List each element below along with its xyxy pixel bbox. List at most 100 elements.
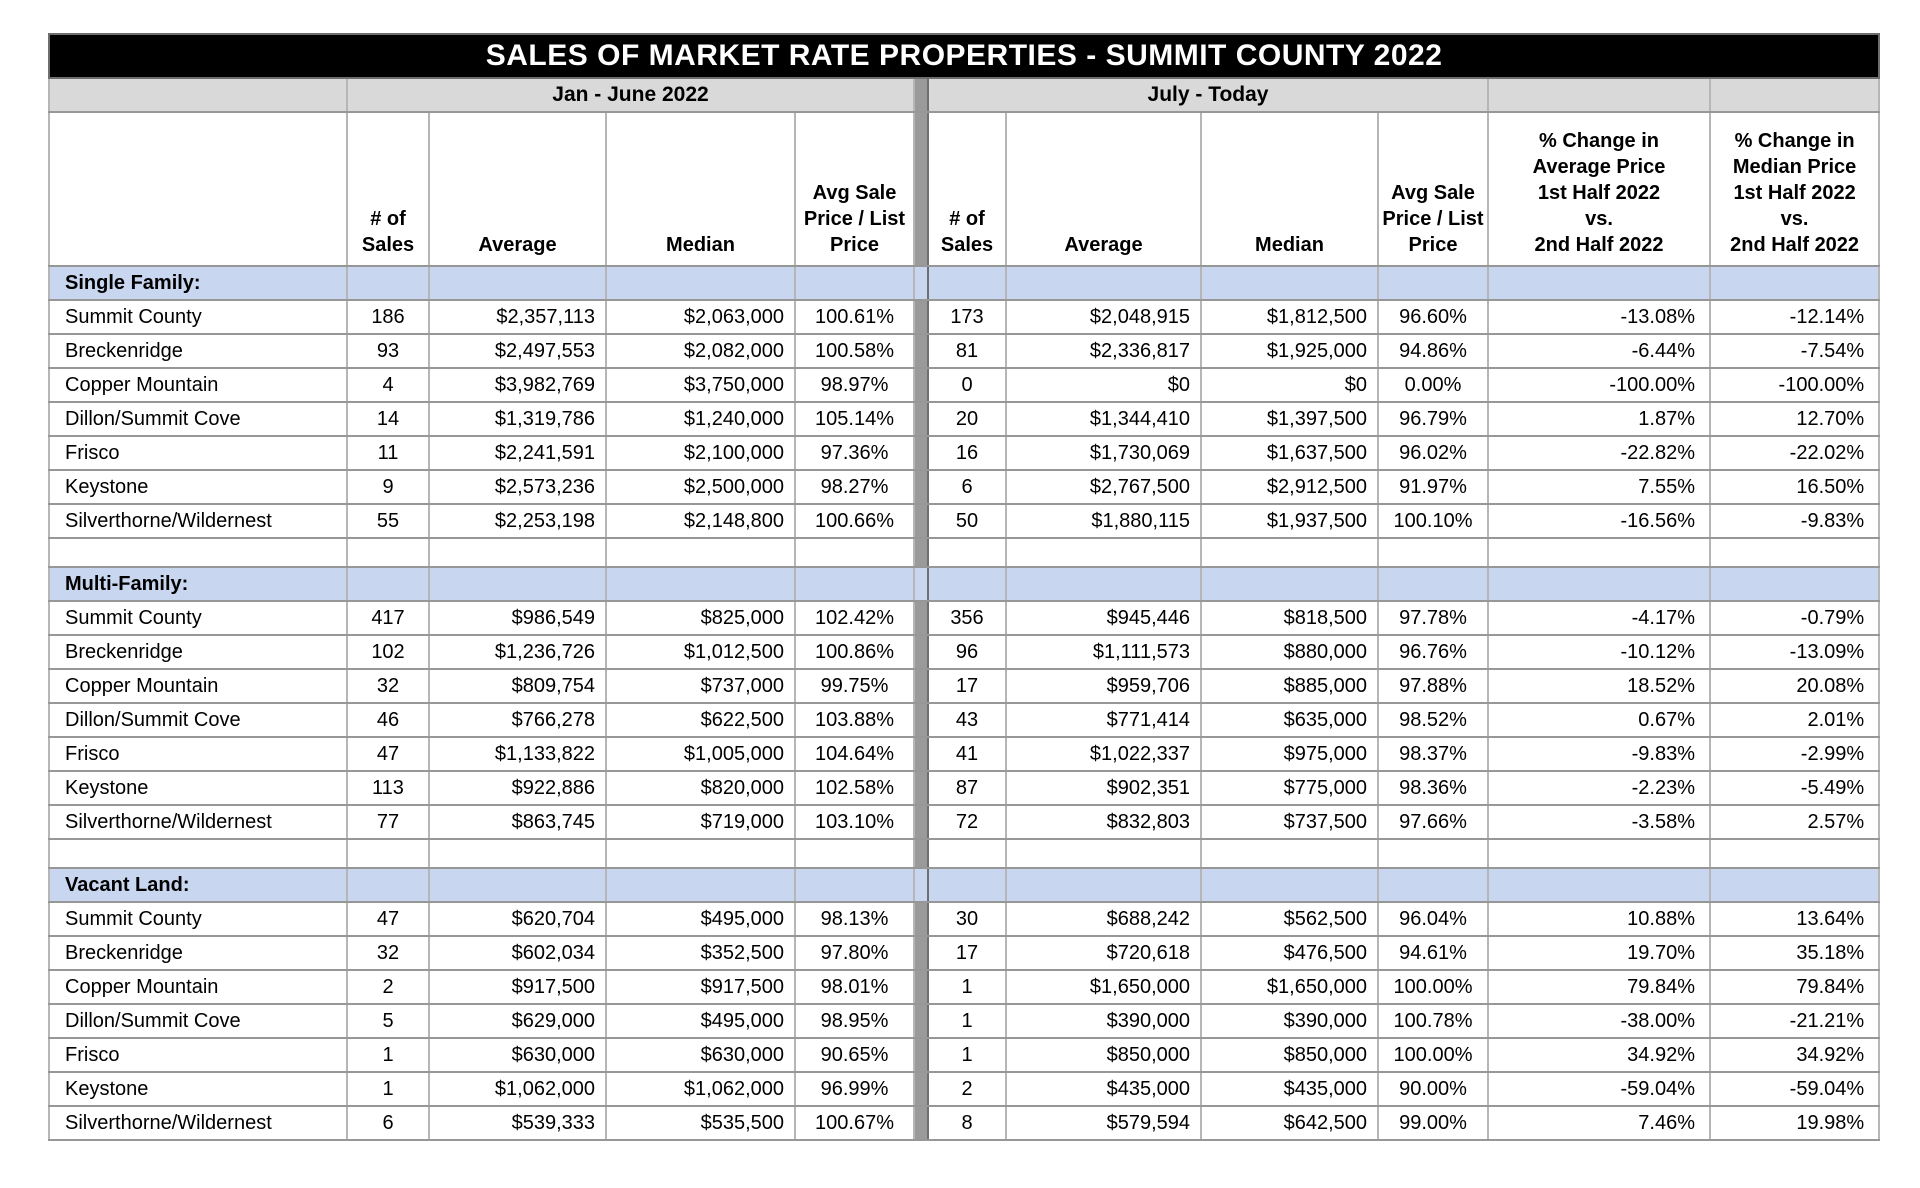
section-band-cell	[1487, 265, 1711, 301]
h2-num-sales: 173	[927, 299, 1007, 335]
area-name: Keystone	[48, 1071, 348, 1107]
h1-average: $2,573,236	[428, 469, 607, 505]
area-name: Keystone	[48, 469, 348, 505]
h2-num-sales: 17	[927, 935, 1007, 971]
pct-change-median: 2.01%	[1708, 702, 1881, 738]
area-name: Copper Mountain	[48, 367, 348, 403]
area-name: Dillon/Summit Cove	[48, 702, 348, 738]
section-band-cell	[927, 566, 1007, 602]
h2-average: $1,111,573	[1005, 634, 1202, 670]
section-band-cell	[1005, 867, 1202, 903]
sales-table-sheet: SALES OF MARKET RATE PROPERTIES - SUMMIT…	[47, 33, 1881, 1141]
h1-num-sales: 9	[346, 469, 430, 505]
h1-average: $2,241,591	[428, 435, 607, 471]
pct-change-average: -38.00%	[1487, 1003, 1711, 1039]
h2-median: $476,500	[1200, 935, 1379, 971]
h2-average: $0	[1005, 367, 1202, 403]
h1-average: $1,319,786	[428, 401, 607, 437]
half-divider	[913, 736, 929, 772]
h1-average: $2,497,553	[428, 333, 607, 369]
section-band-cell	[1487, 566, 1711, 602]
h1-average: $2,253,198	[428, 503, 607, 539]
area-name: Breckenridge	[48, 935, 348, 971]
spacer-cell	[1377, 838, 1489, 869]
period-empty-cell	[1708, 77, 1881, 113]
h2-num-sales: 96	[927, 634, 1007, 670]
half-divider	[913, 77, 929, 113]
spacer-cell	[927, 838, 1007, 869]
section-band-cell	[1708, 867, 1881, 903]
h2-average: $1,344,410	[1005, 401, 1202, 437]
column-header-row: # of Sales Average Median Avg Sale Price…	[48, 111, 1881, 267]
h2-avg-list-ratio: 100.78%	[1377, 1003, 1489, 1039]
area-name: Dillon/Summit Cove	[48, 1003, 348, 1039]
half-divider	[913, 969, 929, 1005]
h2-median: $635,000	[1200, 702, 1379, 738]
table-row: Keystone 113 $922,886 $820,000 102.58% 87 $902…	[48, 770, 1881, 806]
h1-avg-list-ratio: 98.97%	[794, 367, 915, 403]
h1-avg-list-ratio: 103.88%	[794, 702, 915, 738]
h2-avg-list-ratio: 96.79%	[1377, 401, 1489, 437]
pct-change-average: 1.87%	[1487, 401, 1711, 437]
area-name: Silverthorne/Wildernest	[48, 503, 348, 539]
pct-change-average: 7.46%	[1487, 1105, 1711, 1141]
table-body: Single Family: Summit County 186 $2,357,113…	[48, 265, 1881, 1141]
h2-avg-list-ratio: 96.04%	[1377, 901, 1489, 937]
section-label: Single Family:	[48, 265, 348, 301]
section-band-cell	[1005, 265, 1202, 301]
section-header-row: Multi-Family:	[48, 566, 1881, 602]
section-band-cell	[794, 265, 915, 301]
h2-median: $1,937,500	[1200, 503, 1379, 539]
section-band-cell	[346, 265, 430, 301]
page-title: SALES OF MARKET RATE PROPERTIES - SUMMIT…	[47, 33, 1881, 79]
h2-avg-list-ratio: 98.36%	[1377, 770, 1489, 806]
half-divider	[913, 1003, 929, 1039]
h2-median: $1,650,000	[1200, 969, 1379, 1005]
area-name: Copper Mountain	[48, 668, 348, 704]
h2-average: $720,618	[1005, 935, 1202, 971]
h2-median: $975,000	[1200, 736, 1379, 772]
half-divider	[913, 537, 929, 568]
section-band-cell	[1377, 566, 1489, 602]
h2-num-sales: 41	[927, 736, 1007, 772]
h2-num-sales: 30	[927, 901, 1007, 937]
pct-change-median: -13.09%	[1708, 634, 1881, 670]
h1-median: $622,500	[605, 702, 796, 738]
half-divider	[913, 265, 929, 301]
h2-average: $902,351	[1005, 770, 1202, 806]
h1-avg-list-ratio: 100.61%	[794, 299, 915, 335]
pct-change-median: -0.79%	[1708, 600, 1881, 636]
area-name: Summit County	[48, 299, 348, 335]
pct-change-median: 20.08%	[1708, 668, 1881, 704]
spacer-cell	[346, 838, 430, 869]
h2-average: $945,446	[1005, 600, 1202, 636]
pct-change-average: 19.70%	[1487, 935, 1711, 971]
half-divider	[913, 401, 929, 437]
section-band-cell	[794, 566, 915, 602]
spacer-cell	[1487, 537, 1711, 568]
h2-avg-list-ratio: 96.60%	[1377, 299, 1489, 335]
pct-change-average: -6.44%	[1487, 333, 1711, 369]
h1-avg-list-ratio: 100.66%	[794, 503, 915, 539]
h2-median: $885,000	[1200, 668, 1379, 704]
h1-avg-list-ratio: 104.64%	[794, 736, 915, 772]
half-divider	[913, 566, 929, 602]
pct-change-average: -13.08%	[1487, 299, 1711, 335]
header-h2-average: Average	[1005, 111, 1202, 267]
section-band-cell	[1708, 566, 1881, 602]
area-name: Breckenridge	[48, 333, 348, 369]
h2-median: $562,500	[1200, 901, 1379, 937]
spacer-cell	[1005, 838, 1202, 869]
h1-avg-list-ratio: 100.86%	[794, 634, 915, 670]
h2-num-sales: 20	[927, 401, 1007, 437]
half-divider	[913, 702, 929, 738]
h2-num-sales: 1	[927, 1003, 1007, 1039]
h2-average: $1,880,115	[1005, 503, 1202, 539]
pct-change-average: 10.88%	[1487, 901, 1711, 937]
half-divider	[913, 333, 929, 369]
h1-median: $737,000	[605, 668, 796, 704]
spacer-cell	[605, 537, 796, 568]
h1-median: $352,500	[605, 935, 796, 971]
h1-average: $620,704	[428, 901, 607, 937]
h1-average: $1,236,726	[428, 634, 607, 670]
